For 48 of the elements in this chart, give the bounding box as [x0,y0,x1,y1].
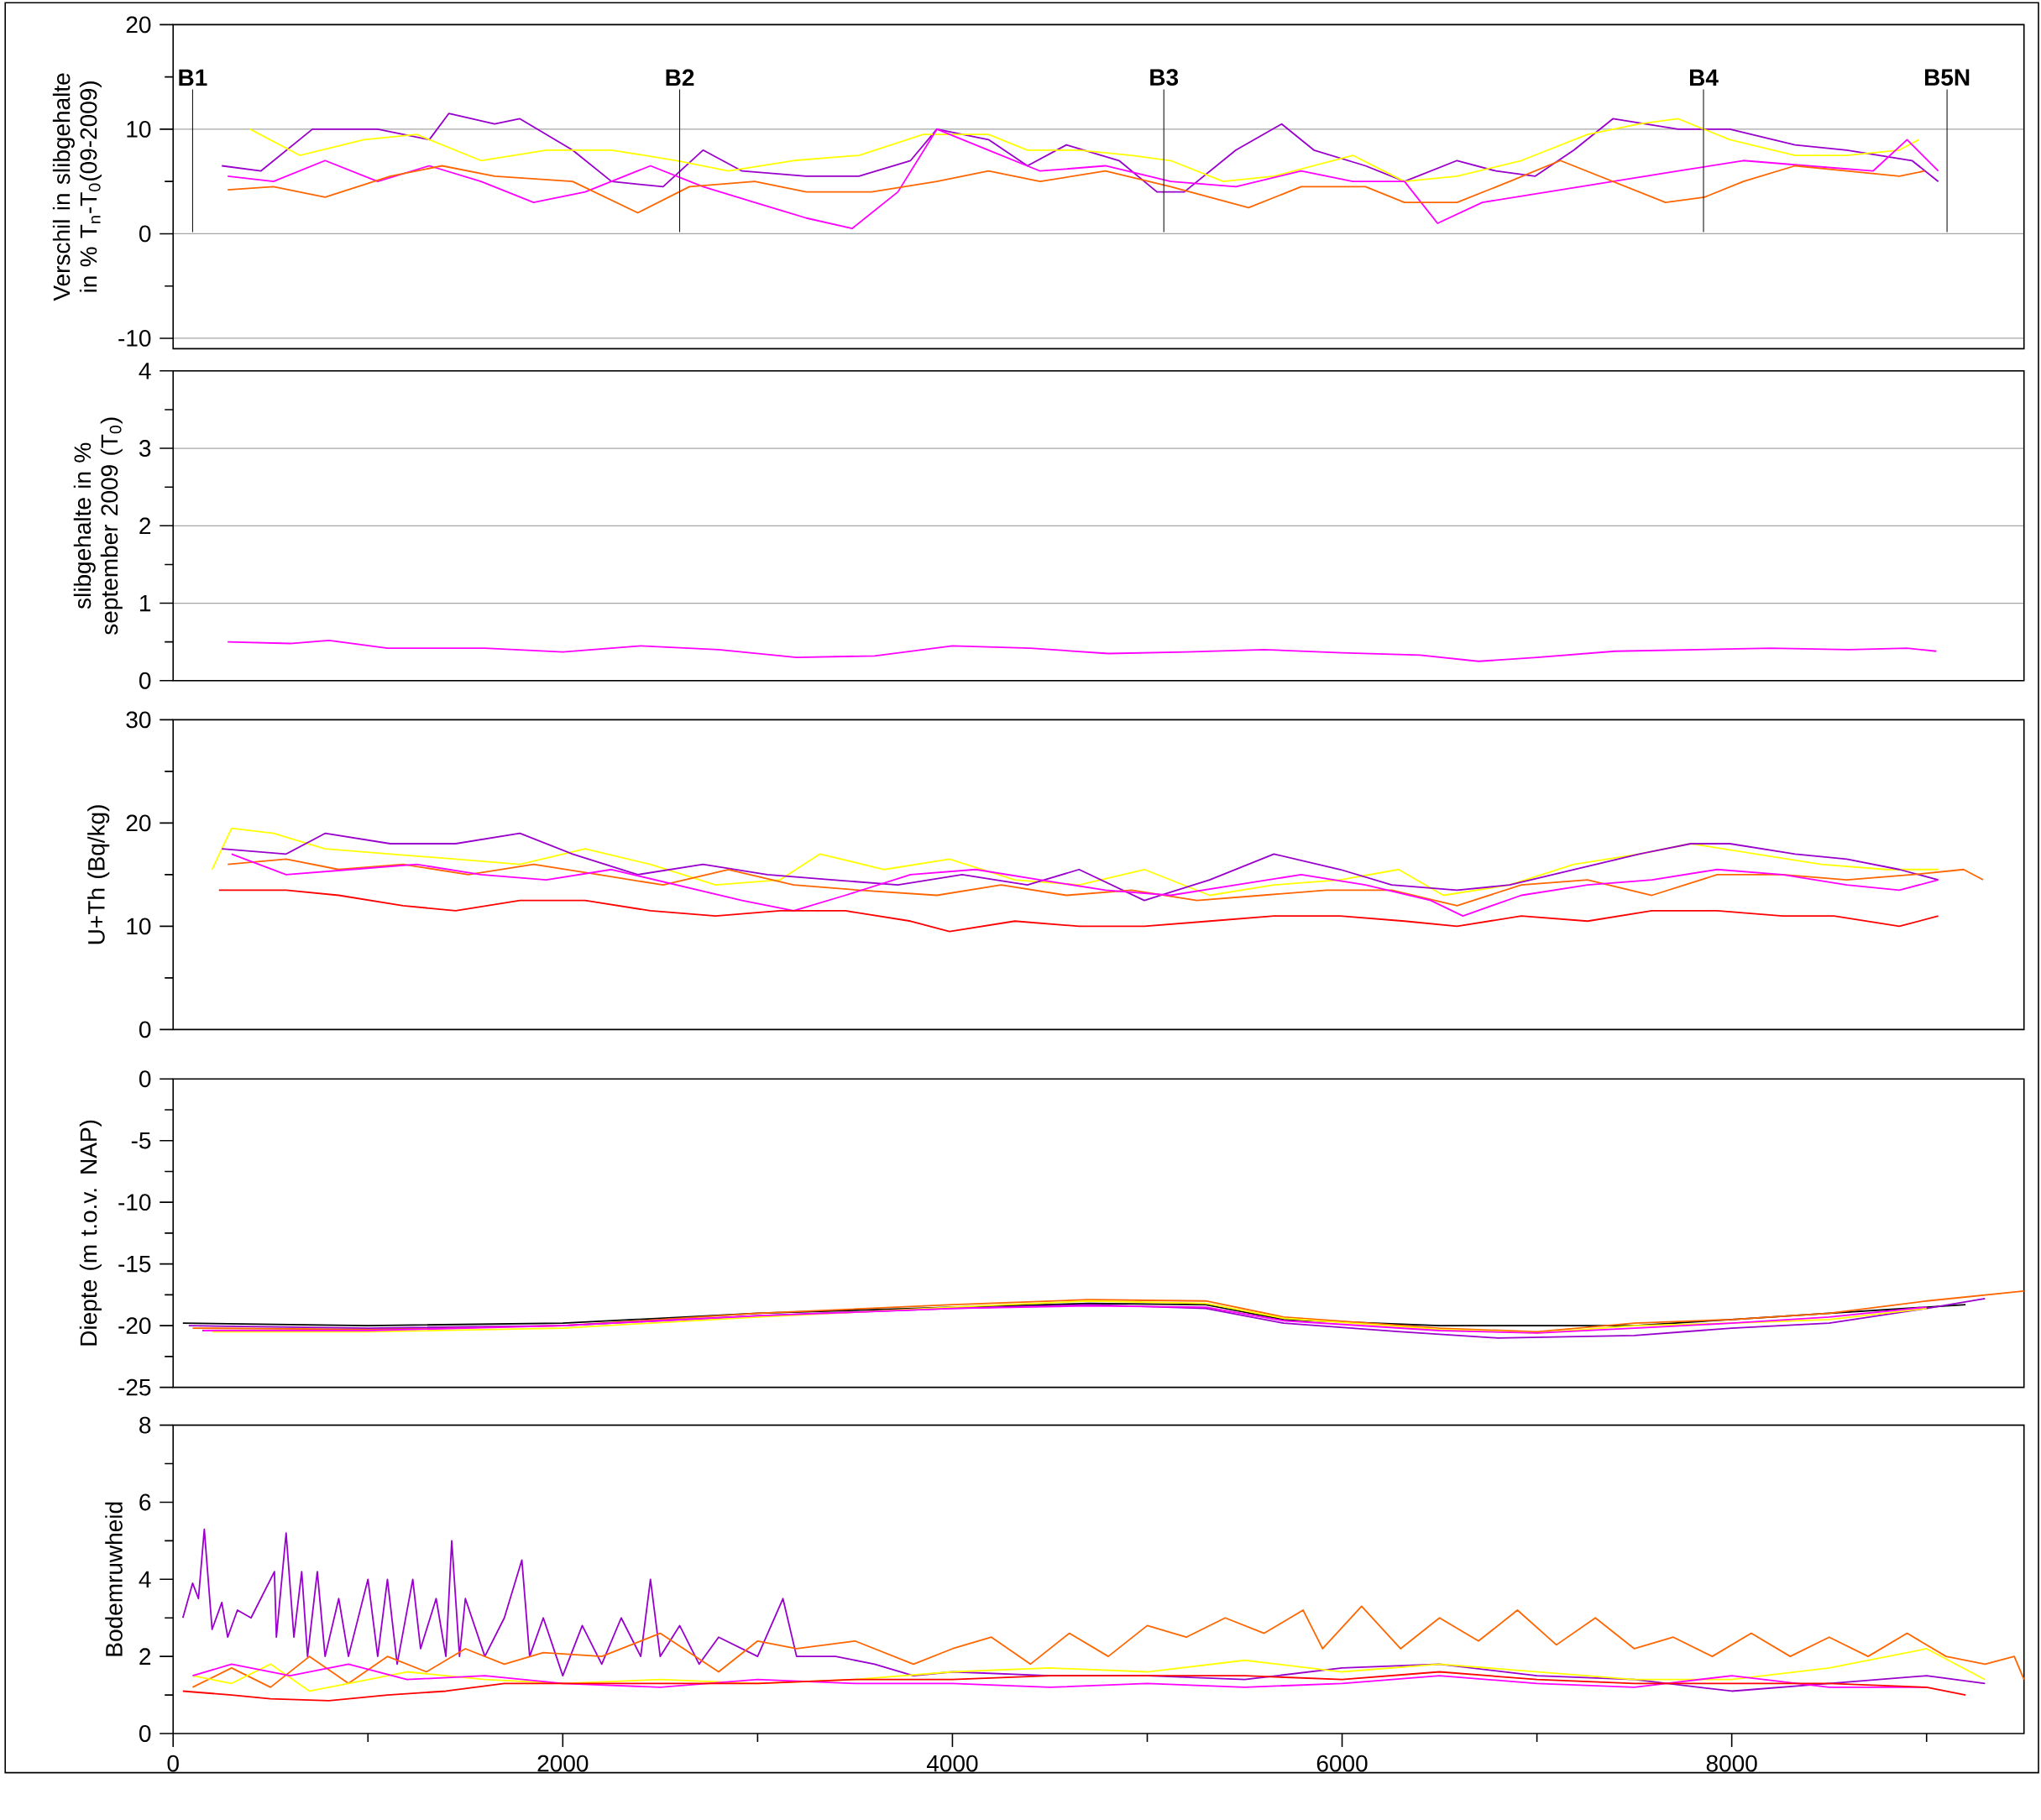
y-tick-label: -10 [118,1194,151,1211]
line-series [227,128,1939,230]
x-tick-label: 0 [167,1755,179,1772]
y-tick-label: -5 [131,1132,151,1149]
line-series [201,1305,1928,1334]
ref-line-label: B1 [179,69,207,86]
y-axis-title: U+Th (Bq/kg) [87,805,110,944]
y-axis-title: slibgehalte in % september 2009 (T$_{0}$) [73,417,123,635]
y-tick-label: 20 [126,16,151,34]
y-tick-label: 4 [139,363,151,379]
ref-line-label: B2 [666,69,694,86]
y-tick-label: -15 [118,1255,151,1273]
line-series [181,1528,1986,1692]
y-tick-label: 4 [139,1571,151,1587]
y-tick-label: 6 [139,1493,151,1511]
x-tick-label: 2000 [537,1755,589,1772]
line-series [227,858,1984,907]
y-tick-label: -25 [118,1378,151,1396]
ref-line-label: B5N [1924,69,1970,86]
y-tick-label: 20 [126,814,151,832]
y-tick-label: 0 [139,225,151,243]
line-series [191,1605,2025,1688]
x-tick-label: 8000 [1706,1755,1757,1772]
y-tick-label: 10 [127,918,151,935]
y-tick-label: 10 [127,120,151,138]
y-axis-title: Bodemruwheid [105,1502,123,1656]
x-tick-label: 4000 [926,1755,978,1772]
y-tick-label: 3 [139,440,151,457]
ref-line-label: B4 [1690,69,1719,86]
y-tick-label: -20 [118,1317,151,1335]
x-tick-label: 6000 [1316,1755,1368,1772]
line-series [249,118,1920,183]
y-tick-label: 30 [126,711,151,729]
ref-line-label: B3 [1150,69,1179,86]
y-tick-label: 8 [139,1416,151,1434]
y-tick-label: 0 [139,672,151,689]
y-tick-label: -10 [118,330,151,347]
y-tick-label: 2 [139,1648,151,1665]
line-series [191,1290,2025,1333]
line-series [211,1300,1928,1334]
y-tick-label: 0 [139,1021,151,1038]
y-tick-label: 2 [139,517,151,535]
y-axis-title: Diepte (m t.o.v. NAP) [79,1120,102,1346]
line-series [217,889,1939,933]
line-series [221,112,1939,193]
y-tick-label: 1 [140,594,151,612]
y-tick-label: 0 [139,1725,151,1742]
y-tick-label: 0 [139,1070,151,1088]
